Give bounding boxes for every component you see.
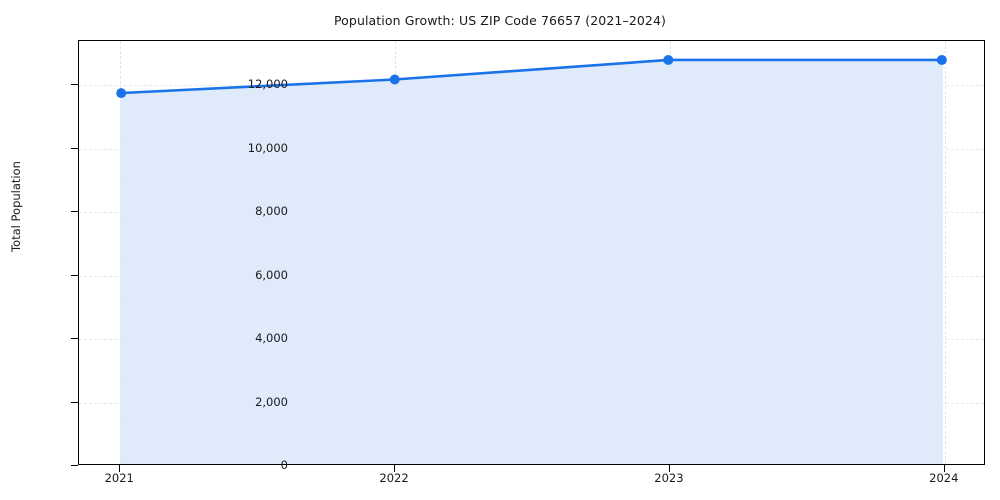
x-tick-label: 2024 <box>929 471 959 485</box>
y-tick-mark <box>71 147 78 149</box>
x-tick-mark <box>394 465 396 472</box>
plot-area <box>78 40 985 465</box>
data-point-marker[interactable] <box>936 54 947 65</box>
data-point-marker[interactable] <box>663 54 674 65</box>
series-markers <box>116 54 947 99</box>
x-tick-mark <box>668 465 670 472</box>
y-tick-label: 4,000 <box>255 331 288 346</box>
x-tick-label: 2021 <box>104 471 134 485</box>
x-tick-mark <box>943 465 945 472</box>
area-fill <box>120 59 943 464</box>
y-tick-mark <box>71 401 78 403</box>
gridline-vertical <box>944 41 946 464</box>
y-tick-mark <box>71 211 78 213</box>
data-point-marker[interactable] <box>389 74 400 85</box>
chart-title: Population Growth: US ZIP Code 76657 (20… <box>333 13 667 28</box>
y-tick-mark <box>71 84 78 86</box>
y-tick-label: 12,000 <box>247 77 288 92</box>
y-tick-label: 0 <box>280 458 288 472</box>
y-tick-mark <box>71 465 78 466</box>
series-line-area <box>79 41 984 464</box>
y-tick-label: 10,000 <box>247 140 288 155</box>
y-axis-label: Total Population <box>9 161 23 252</box>
y-tick-mark <box>71 338 78 340</box>
y-tick-label: 8,000 <box>255 204 288 219</box>
x-tick-mark <box>119 465 121 472</box>
x-tick-label: 2023 <box>654 471 684 485</box>
data-point-marker[interactable] <box>116 88 127 99</box>
y-tick-mark <box>71 274 78 276</box>
series-line <box>120 60 943 93</box>
y-tick-label: 6,000 <box>255 267 288 282</box>
y-tick-label: 2,000 <box>255 394 288 409</box>
x-tick-label: 2022 <box>379 471 409 485</box>
